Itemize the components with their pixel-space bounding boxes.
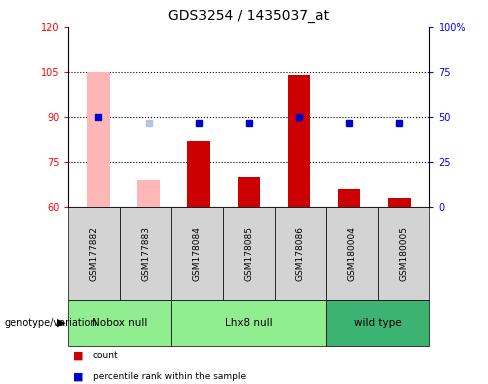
Text: ■: ■ xyxy=(73,371,84,381)
Title: GDS3254 / 1435037_at: GDS3254 / 1435037_at xyxy=(168,9,329,23)
Bar xyxy=(288,75,310,207)
Text: GSM178085: GSM178085 xyxy=(244,226,253,281)
Bar xyxy=(87,72,110,207)
Text: wild type: wild type xyxy=(354,318,402,328)
Text: GSM178086: GSM178086 xyxy=(296,226,305,281)
Text: GSM180005: GSM180005 xyxy=(399,226,408,281)
Bar xyxy=(187,141,210,207)
Text: GSM178084: GSM178084 xyxy=(193,226,202,281)
Text: ▶: ▶ xyxy=(58,318,66,328)
Bar xyxy=(388,198,410,207)
Bar xyxy=(137,180,160,207)
Text: ■: ■ xyxy=(73,350,84,360)
Text: Lhx8 null: Lhx8 null xyxy=(225,318,273,328)
Bar xyxy=(338,189,361,207)
Text: count: count xyxy=(93,351,119,360)
Text: GSM177882: GSM177882 xyxy=(90,226,99,281)
Text: GSM177883: GSM177883 xyxy=(141,226,150,281)
Bar xyxy=(238,177,260,207)
Text: Nobox null: Nobox null xyxy=(92,318,147,328)
Text: percentile rank within the sample: percentile rank within the sample xyxy=(93,372,246,381)
Text: genotype/variation: genotype/variation xyxy=(5,318,98,328)
Text: GSM180004: GSM180004 xyxy=(347,226,357,281)
